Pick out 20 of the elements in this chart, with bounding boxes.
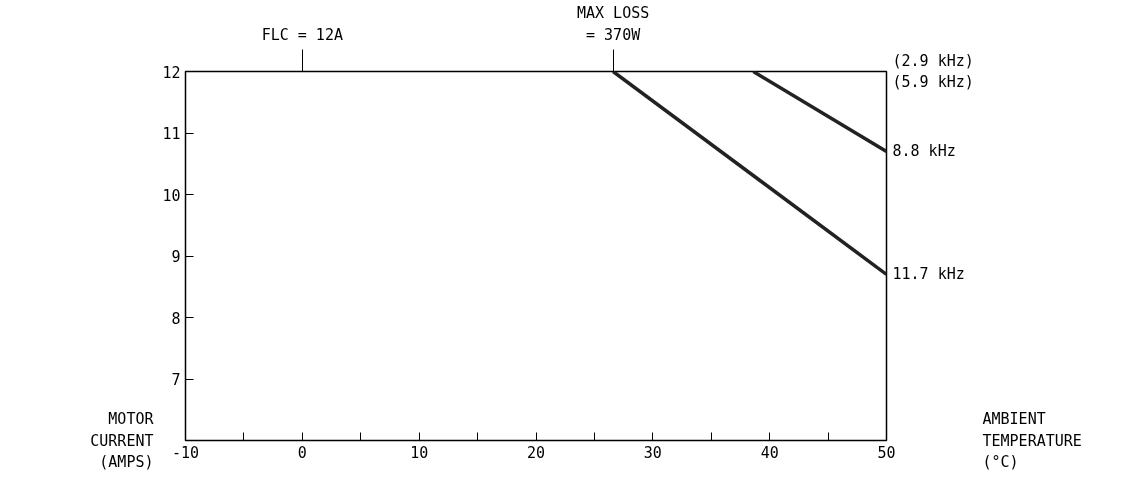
x-tick-label: 0 [297,443,307,462]
x-tick-label: 10 [410,443,429,462]
x-tick-label: 20 [526,443,546,462]
y-tick-label: 9 [171,248,181,266]
series-label: 11.7 kHz [892,265,965,284]
text: AMBIENT TEMPERATURE (°C) [982,409,1082,472]
series-label: 8.8 kHz [892,142,956,161]
y-tick-label: 10 [162,186,181,205]
x-tick-label: 30 [643,443,662,462]
annotation: MAX LOSS = 370W [576,3,650,44]
text: (2.9 kHz) (5.9 kHz) [892,51,974,92]
y-axis-title: MOTOR CURRENT (AMPS) [90,409,155,472]
x-tick-label: 50 [877,443,896,462]
x-tick-label: -10 [171,443,200,462]
y-tick-label: 11 [162,125,181,143]
text: FLC = 12A [261,25,343,44]
y-tick-label: 7 [171,371,181,389]
y-tick-label: 12 [162,63,181,82]
x-tick-label: 40 [760,443,779,462]
y-tick-label: 8 [171,309,181,328]
